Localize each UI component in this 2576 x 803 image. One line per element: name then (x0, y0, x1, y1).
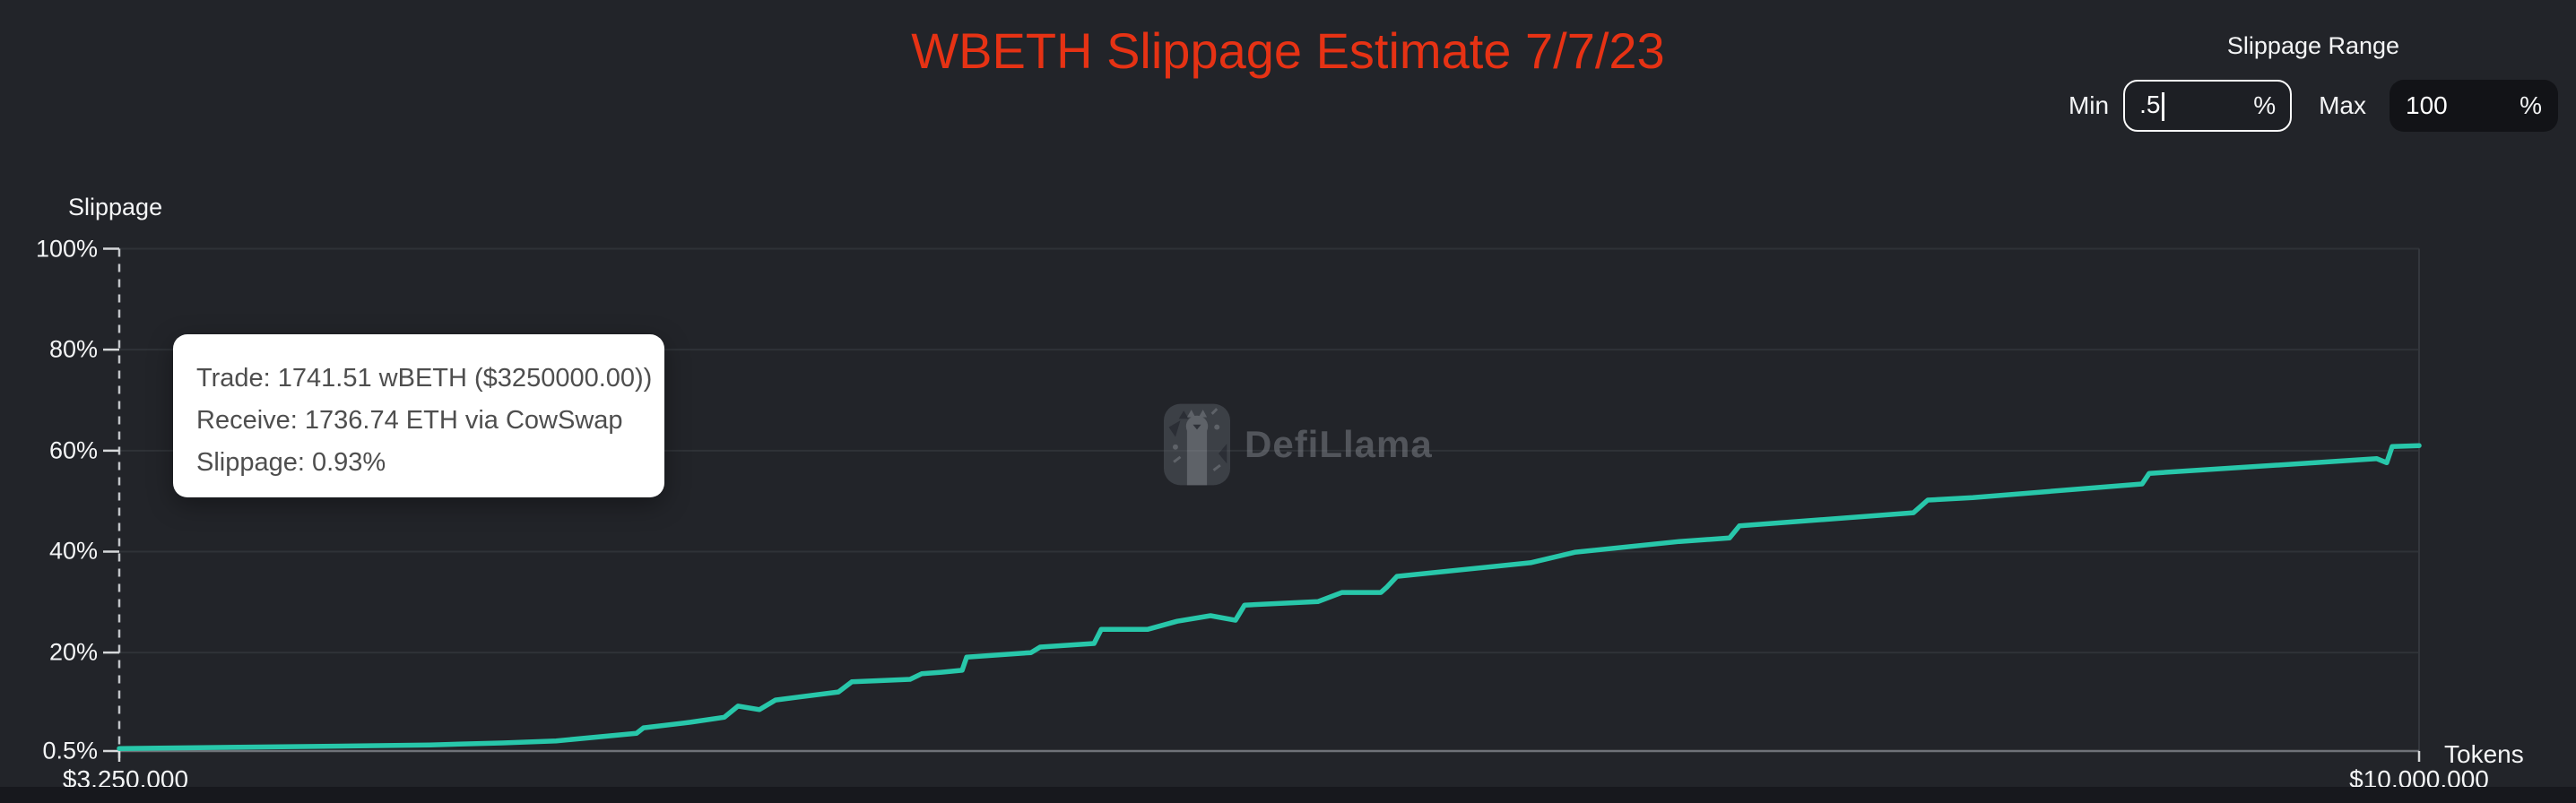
min-input[interactable]: .5 % (2123, 80, 2293, 132)
x-axis-title: Tokens (2444, 740, 2524, 768)
max-input-value: 100 (2406, 91, 2448, 119)
tooltip-trade-line: Trade: 1741.51 wBETH ($3250000.00)) (196, 364, 653, 393)
y-tick-label: 100% (35, 235, 98, 262)
y-tick-label: 20% (48, 638, 98, 666)
page-title: WBETH Slippage Estimate 7/7/23 (911, 22, 1665, 79)
tooltip-slippage-line: Slippage: 0.93% (196, 448, 386, 477)
y-tick-label: 40% (48, 537, 98, 565)
text-caret (2162, 91, 2164, 121)
y-tick-label: 0.5% (42, 737, 98, 764)
tooltip-receive-line: Receive: 1736.74 ETH via CowSwap (196, 406, 623, 435)
slippage-range-row: Min .5 % Max 100 % (2069, 80, 2558, 132)
min-input-value: .5 (2139, 91, 2164, 121)
min-label: Min (2068, 91, 2110, 119)
bottom-strip (0, 787, 2576, 803)
y-axis-title: Slippage (68, 194, 163, 220)
max-input[interactable]: 100 % (2390, 80, 2558, 132)
slippage-line-series (117, 443, 2422, 751)
min-percent-suffix: % (2253, 91, 2277, 119)
slippage-range-title: Slippage Range (2226, 32, 2400, 59)
chart-tooltip: Trade: 1741.51 wBETH ($3250000.00)) Rece… (173, 334, 664, 497)
slippage-range-panel: Slippage Range Min .5 % Max 100 % (2069, 32, 2558, 132)
max-label: Max (2319, 91, 2366, 119)
y-tick-label: 80% (48, 335, 98, 363)
y-tick-label: 60% (48, 436, 98, 464)
max-percent-suffix: % (2520, 91, 2542, 119)
